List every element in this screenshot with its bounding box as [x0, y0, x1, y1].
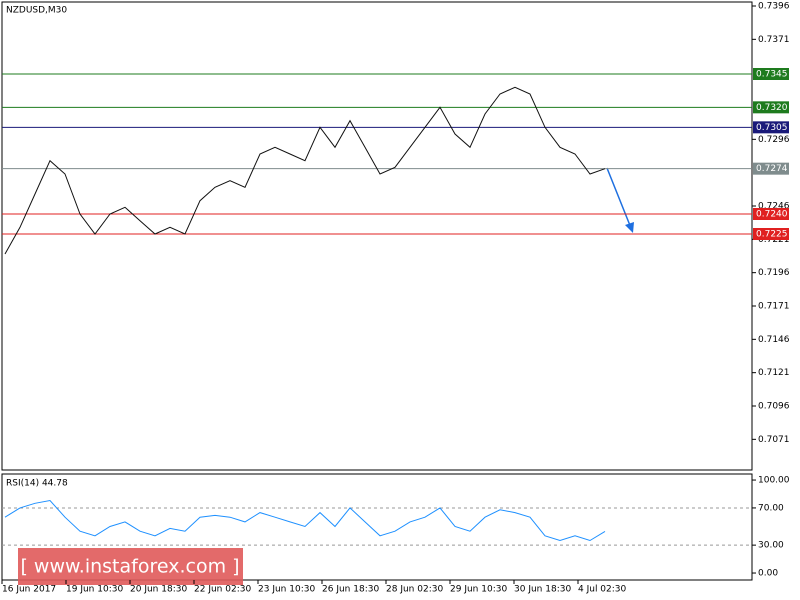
chart-title: NZDUSD,M30	[6, 6, 67, 16]
y-tick-label: 0.7146	[758, 335, 790, 345]
y-tick-label: 0.7071	[758, 435, 790, 445]
level-label: 0.7320	[756, 103, 788, 113]
y-tick-label: 0.7171	[758, 302, 790, 312]
level-tag	[753, 228, 789, 240]
level-label: 0.7345	[756, 70, 788, 80]
level-tag	[753, 208, 789, 220]
y-tick-label: 0.7096	[758, 402, 790, 412]
y-tick-label: 0.7196	[758, 268, 790, 278]
y-tick-label: 0.7121	[758, 368, 790, 378]
x-tick-label: 16 Jun 2017	[2, 585, 56, 595]
series-line	[4, 86, 606, 255]
x-tick-label: 19 Jun 10:30	[66, 585, 123, 595]
level-label: 0.7240	[756, 210, 788, 220]
level-tag	[753, 162, 789, 175]
y-tick-label: 0.7296	[758, 135, 790, 145]
y-tick-label: 70.00	[758, 503, 784, 513]
level-tag	[753, 68, 789, 80]
level-tag	[753, 101, 789, 114]
x-tick-label: 22 Jun 02:30	[194, 585, 251, 595]
x-tick-label: 30 Jun 18:30	[514, 585, 571, 595]
level-label: 0.7305	[756, 123, 788, 133]
x-tick-label: 28 Jun 02:30	[386, 585, 443, 595]
y-tick-label: 30.00	[758, 541, 784, 551]
rsi-title: RSI(14) 44.78	[6, 479, 68, 489]
x-tick-label: 26 Jun 18:30	[322, 585, 379, 595]
series-line	[4, 499, 606, 542]
arrow-head	[625, 222, 634, 233]
y-tick-label: 0.7396	[758, 2, 790, 12]
y-tick-label: 0.00	[758, 569, 778, 579]
arrow	[606, 167, 632, 229]
x-tick-label: 29 Jun 10:30	[450, 585, 507, 595]
y-tick-label: 0.7246	[758, 202, 790, 212]
x-tick-label: 4 Jul 02:30	[578, 585, 627, 595]
y-tick-label: 0.7371	[758, 35, 790, 45]
watermark: [ www.instaforex.com ]	[20, 556, 239, 578]
x-tick-label: 23 Jun 10:30	[258, 585, 315, 595]
main-panel	[1, 1, 753, 471]
y-tick-label: 100.00	[758, 476, 790, 486]
level-label: 0.7225	[756, 230, 788, 240]
level-label: 0.7274	[756, 164, 788, 174]
x-tick-label: 20 Jun 18:30	[130, 585, 187, 595]
watermark-box	[18, 548, 243, 585]
level-tag	[753, 121, 789, 134]
